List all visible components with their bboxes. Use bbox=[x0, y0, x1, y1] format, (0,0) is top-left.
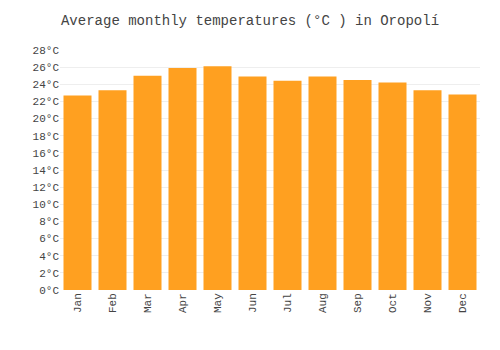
svg-text:Jun: Jun bbox=[247, 293, 259, 313]
svg-text:2°C: 2°C bbox=[39, 268, 59, 280]
svg-text:Nov: Nov bbox=[422, 293, 434, 313]
svg-text:Jul: Jul bbox=[282, 293, 294, 313]
svg-text:Average monthly temperatures (: Average monthly temperatures (°C ) in Or… bbox=[61, 13, 439, 29]
svg-text:Feb: Feb bbox=[107, 293, 119, 313]
svg-text:18°C: 18°C bbox=[33, 131, 60, 143]
svg-text:Sep: Sep bbox=[352, 293, 364, 313]
svg-text:8°C: 8°C bbox=[39, 216, 59, 228]
svg-text:22°C: 22°C bbox=[33, 96, 60, 108]
svg-text:4°C: 4°C bbox=[39, 251, 59, 263]
svg-text:16°C: 16°C bbox=[33, 148, 60, 160]
svg-text:14°C: 14°C bbox=[33, 165, 60, 177]
svg-text:26°C: 26°C bbox=[33, 62, 60, 74]
svg-text:28°C: 28°C bbox=[33, 45, 60, 57]
svg-text:Aug: Aug bbox=[317, 293, 329, 313]
svg-text:24°C: 24°C bbox=[33, 79, 60, 91]
svg-text:Oct: Oct bbox=[387, 293, 399, 313]
svg-text:Jan: Jan bbox=[72, 293, 84, 313]
svg-text:10°C: 10°C bbox=[33, 199, 60, 211]
svg-text:12°C: 12°C bbox=[33, 182, 60, 194]
svg-text:Apr: Apr bbox=[177, 293, 189, 313]
svg-text:20°C: 20°C bbox=[33, 113, 60, 125]
svg-text:Mar: Mar bbox=[142, 293, 154, 313]
svg-text:May: May bbox=[212, 293, 224, 313]
svg-text:Dec: Dec bbox=[457, 293, 469, 313]
svg-text:0°C: 0°C bbox=[39, 285, 59, 297]
svg-text:6°C: 6°C bbox=[39, 233, 59, 245]
